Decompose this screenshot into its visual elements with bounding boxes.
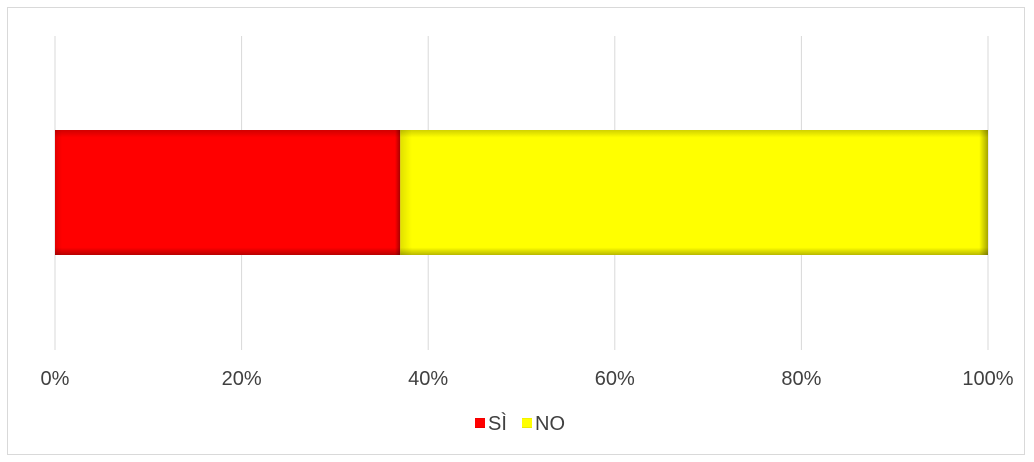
x-tick-label: 0% [41, 368, 70, 390]
legend-label: SÌ [488, 412, 507, 435]
x-axis-ticks: 0% 20% 40% 60% 80% 100% [41, 368, 1014, 390]
x-tick-label: 80% [781, 368, 821, 390]
legend: SÌ NO [475, 412, 565, 435]
x-tick-label: 100% [962, 368, 1013, 390]
x-tick-label: 40% [408, 368, 448, 390]
x-tick-label: 20% [222, 368, 262, 390]
legend-label: NO [535, 413, 565, 435]
bar-segment-no [400, 130, 989, 255]
x-tick-label: 60% [595, 368, 635, 390]
legend-item-sì: SÌ [475, 412, 507, 435]
bar-segment-sì [55, 130, 401, 255]
bars [55, 130, 989, 255]
legend-item-no: NO [522, 413, 565, 435]
